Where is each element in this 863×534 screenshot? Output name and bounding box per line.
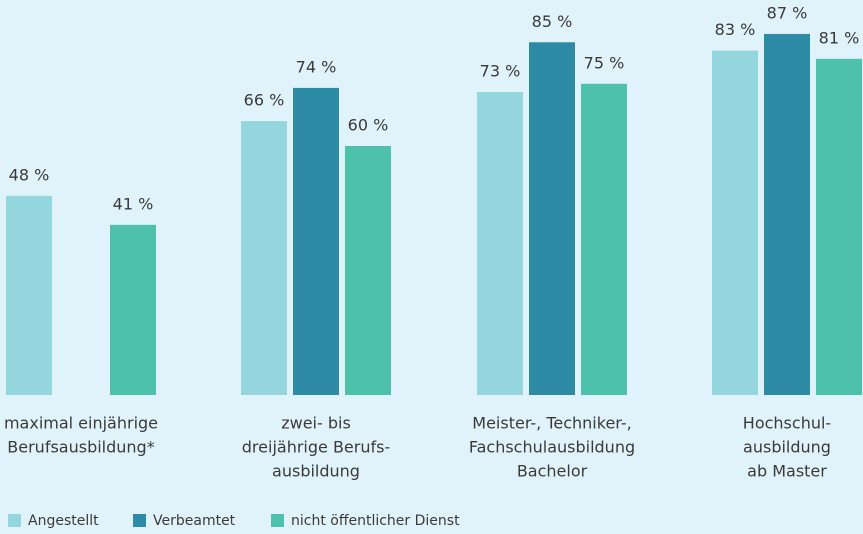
value-label: 73 % bbox=[480, 62, 521, 81]
x-tick-label: ausbildung bbox=[272, 462, 360, 481]
value-label: 75 % bbox=[584, 53, 625, 72]
legend-swatch bbox=[8, 514, 21, 527]
value-label: 83 % bbox=[715, 20, 756, 39]
x-tick-label: Fachschulausbildung bbox=[469, 438, 635, 457]
value-label: 41 % bbox=[113, 194, 154, 213]
bar bbox=[712, 50, 758, 396]
legend-swatch bbox=[133, 514, 146, 527]
bar bbox=[241, 121, 287, 395]
legend-label: nicht öffentlicher Dienst bbox=[291, 513, 460, 529]
value-label: 66 % bbox=[244, 91, 285, 110]
value-label: 60 % bbox=[348, 116, 389, 135]
x-tick-label: Bachelor bbox=[517, 462, 588, 481]
value-label: 87 % bbox=[767, 3, 808, 22]
bar bbox=[529, 42, 575, 395]
x-tick-label: zwei- bis bbox=[281, 414, 351, 433]
legend-swatch bbox=[271, 514, 284, 527]
legend-label: Angestellt bbox=[28, 513, 99, 529]
bar bbox=[477, 92, 523, 396]
value-label: 81 % bbox=[819, 28, 860, 47]
bar bbox=[764, 33, 810, 395]
x-tick-label: ab Master bbox=[747, 462, 827, 481]
value-label: 85 % bbox=[532, 12, 573, 31]
x-tick-label: ausbildung bbox=[743, 438, 831, 457]
value-label: 74 % bbox=[296, 57, 337, 76]
bar bbox=[581, 83, 627, 395]
x-tick-label: dreijährige Berufs- bbox=[242, 438, 390, 457]
x-tick-label: Meister-, Techniker-, bbox=[472, 414, 631, 433]
bar bbox=[345, 146, 391, 395]
x-tick-label: Berufsausbildung* bbox=[7, 438, 154, 457]
bar bbox=[110, 224, 156, 395]
legend-label: Verbeamtet bbox=[153, 513, 236, 529]
bar bbox=[6, 195, 52, 395]
x-tick-label: maximal einjährige bbox=[4, 414, 158, 433]
x-tick-label: Hochschul- bbox=[743, 414, 831, 433]
bar bbox=[816, 58, 862, 395]
value-label: 48 % bbox=[9, 165, 50, 184]
bar bbox=[293, 87, 339, 396]
